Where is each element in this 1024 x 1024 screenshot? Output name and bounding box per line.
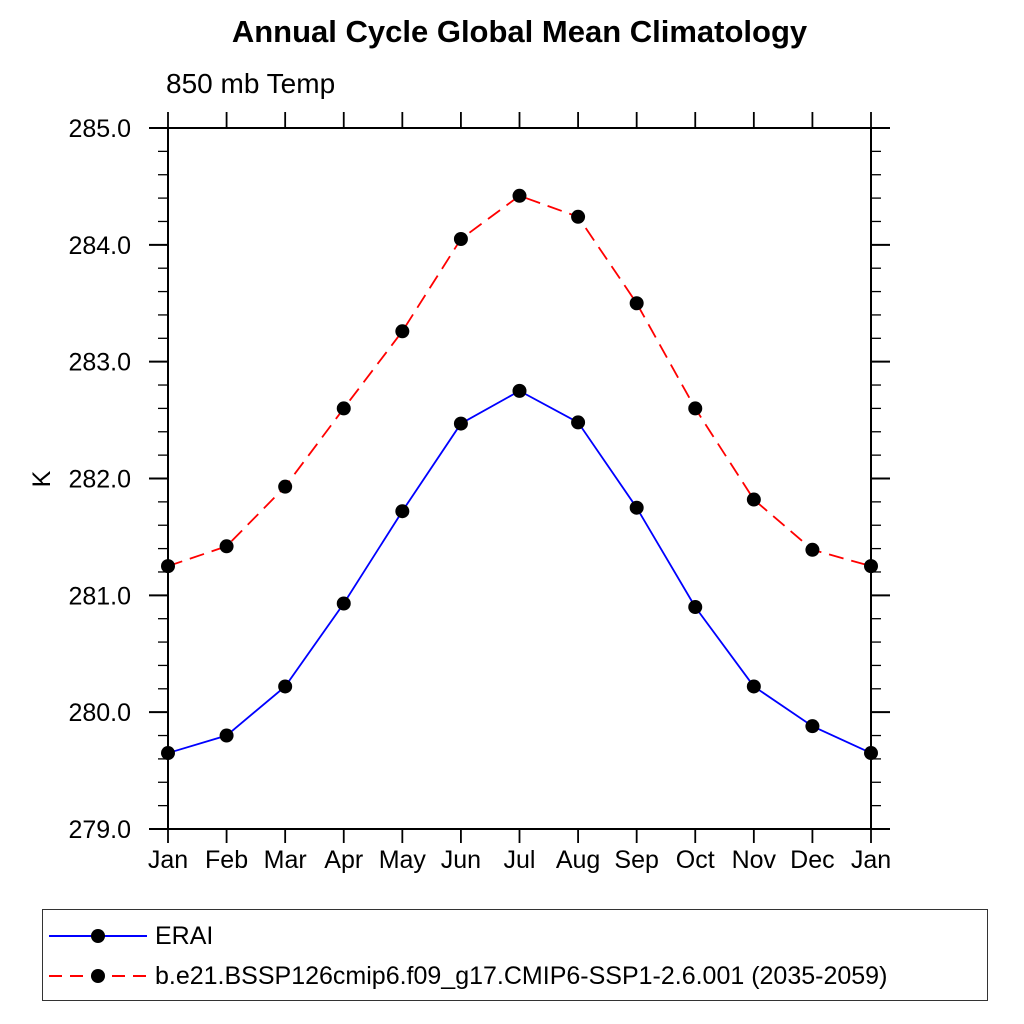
x-tick-label: Dec	[790, 846, 834, 874]
x-tick-label: Feb	[205, 846, 248, 874]
legend-item-model: b.e21.BSSP126cmip6.f09_g17.CMIP6-SSP1-2.…	[48, 961, 887, 991]
data-point-model	[219, 539, 234, 554]
data-point-erai	[512, 383, 527, 398]
x-tick-label: Jul	[504, 846, 536, 874]
x-tick-label: Aug	[556, 846, 600, 874]
legend-box: ERAI b.e21.BSSP126cmip6.f09_g17.CMIP6-SS…	[42, 909, 988, 1001]
data-point-erai	[219, 728, 234, 743]
chart-subtitle: 850 mb Temp	[166, 68, 336, 99]
x-tick-label: Mar	[264, 846, 307, 874]
legend-label-model: b.e21.BSSP126cmip6.f09_g17.CMIP6-SSP1-2.…	[155, 961, 888, 990]
x-tick-label: Jun	[441, 846, 481, 874]
x-tick-label: Jan	[148, 846, 188, 874]
data-point-erai	[161, 746, 175, 761]
data-point-erai	[395, 504, 410, 519]
y-tick-label: 280.0	[68, 699, 131, 727]
y-tick-label: 282.0	[68, 466, 131, 494]
y-tick-label: 285.0	[68, 115, 131, 143]
data-point-model	[629, 296, 644, 311]
data-point-model	[571, 209, 586, 224]
data-point-erai	[571, 415, 586, 430]
chart-title: Annual Cycle Global Mean Climatology	[231, 14, 808, 49]
y-tick-label: 279.0	[68, 816, 131, 844]
data-point-model	[278, 479, 293, 494]
legend-line-erai-icon	[49, 929, 147, 943]
data-point-model	[864, 559, 878, 574]
legend-line-model-icon	[49, 969, 147, 983]
legend-label-erai: ERAI	[155, 921, 214, 950]
legend-item-erai: ERAI	[48, 921, 213, 951]
series-line-model	[167, 194, 872, 567]
x-tick-label: Sep	[614, 846, 658, 874]
data-point-erai	[805, 719, 820, 734]
data-point-model	[161, 559, 175, 574]
data-point-model	[746, 492, 761, 507]
data-point-model	[805, 542, 820, 557]
x-tick-label: Jan	[851, 846, 891, 874]
data-point-erai	[688, 600, 703, 615]
data-point-erai	[453, 416, 468, 431]
data-point-erai	[278, 679, 293, 694]
data-point-model	[688, 401, 703, 416]
x-tick-label: Apr	[324, 846, 363, 874]
data-point-erai	[746, 679, 761, 694]
x-tick-label: Oct	[676, 846, 715, 874]
x-tick-label: May	[379, 846, 427, 874]
data-point-model	[512, 188, 527, 203]
y-tick-label: 283.0	[68, 349, 131, 377]
plot-frame	[167, 127, 872, 830]
data-point-model	[395, 324, 410, 339]
y-tick-label: 284.0	[68, 232, 131, 260]
data-point-erai	[864, 746, 878, 761]
y-tick-label: 281.0	[68, 582, 131, 610]
x-tick-label: Nov	[732, 846, 777, 874]
data-point-erai	[336, 596, 351, 611]
data-point-model	[336, 401, 351, 416]
series-line-erai	[167, 389, 872, 754]
data-point-model	[453, 231, 468, 246]
data-point-erai	[629, 500, 644, 515]
